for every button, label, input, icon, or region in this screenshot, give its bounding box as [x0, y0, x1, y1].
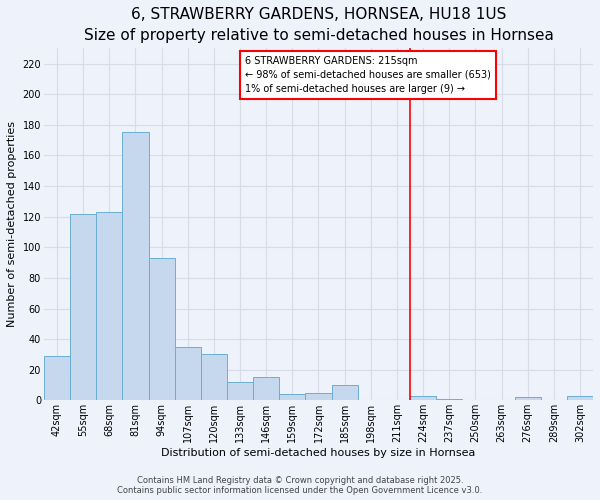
Bar — [332, 385, 358, 400]
Bar — [175, 347, 201, 401]
Bar — [515, 398, 541, 400]
Bar — [44, 356, 70, 401]
Bar — [122, 132, 149, 400]
Text: 6 STRAWBERRY GARDENS: 215sqm
← 98% of semi-detached houses are smaller (653)
1% : 6 STRAWBERRY GARDENS: 215sqm ← 98% of se… — [245, 56, 491, 94]
Bar — [201, 354, 227, 401]
Bar — [305, 392, 332, 400]
Bar — [227, 382, 253, 400]
Bar — [410, 396, 436, 400]
Text: Contains HM Land Registry data © Crown copyright and database right 2025.
Contai: Contains HM Land Registry data © Crown c… — [118, 476, 482, 495]
Bar — [567, 396, 593, 400]
Bar — [70, 214, 96, 400]
X-axis label: Distribution of semi-detached houses by size in Hornsea: Distribution of semi-detached houses by … — [161, 448, 476, 458]
Bar — [96, 212, 122, 400]
Bar — [279, 394, 305, 400]
Bar — [253, 378, 279, 400]
Bar — [149, 258, 175, 400]
Title: 6, STRAWBERRY GARDENS, HORNSEA, HU18 1US
Size of property relative to semi-detac: 6, STRAWBERRY GARDENS, HORNSEA, HU18 1US… — [83, 7, 553, 43]
Y-axis label: Number of semi-detached properties: Number of semi-detached properties — [7, 122, 17, 328]
Bar — [436, 399, 463, 400]
